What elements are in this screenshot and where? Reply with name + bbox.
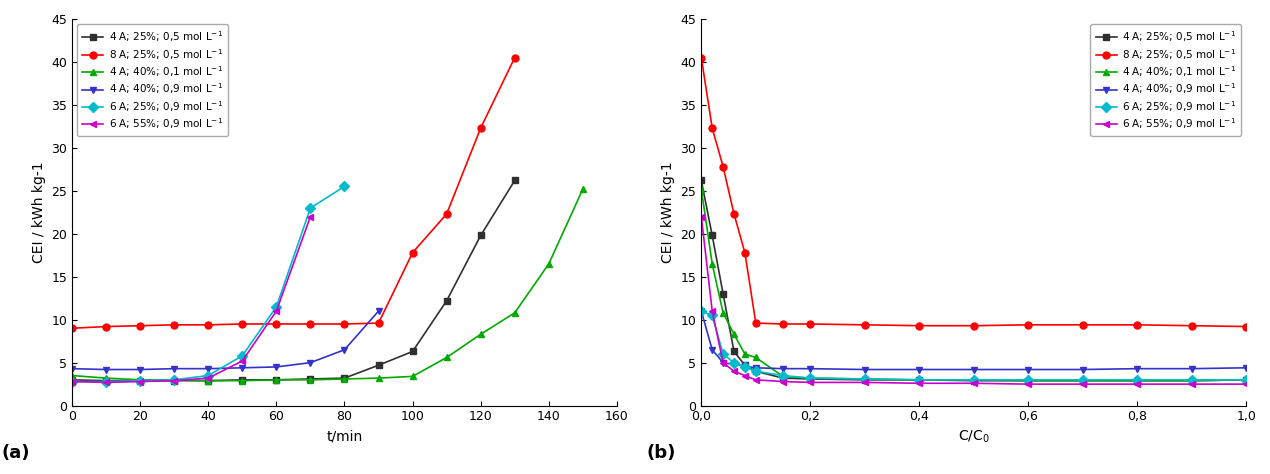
Y-axis label: CEI / kWh kg-1: CEI / kWh kg-1 [660,162,676,263]
X-axis label: t/min: t/min [326,429,363,443]
Legend: 4 A; 25%; 0,5 mol L$^{-1}$, 8 A; 25%; 0,5 mol L$^{-1}$, 4 A; 40%; 0,1 mol L$^{-1: 4 A; 25%; 0,5 mol L$^{-1}$, 8 A; 25%; 0,… [77,24,227,137]
Text: (a): (a) [1,444,29,462]
Legend: 4 A; 25%; 0,5 mol L$^{-1}$, 8 A; 25%; 0,5 mol L$^{-1}$, 4 A; 40%; 0,1 mol L$^{-1: 4 A; 25%; 0,5 mol L$^{-1}$, 8 A; 25%; 0,… [1091,24,1241,137]
X-axis label: C/C$_0$: C/C$_0$ [958,429,989,446]
Y-axis label: CEI / kWh kg-1: CEI / kWh kg-1 [32,162,46,263]
Text: (b): (b) [646,444,676,462]
